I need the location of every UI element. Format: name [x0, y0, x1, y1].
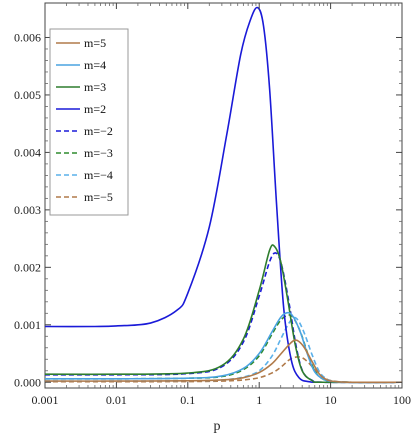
y-tick-label: 0.000	[14, 375, 41, 389]
y-tick-label: 0.003	[14, 203, 41, 217]
legend-label: m=5	[84, 36, 106, 50]
series-line-m-4	[45, 311, 402, 384]
legend-box	[49, 28, 129, 216]
y-tick-label: 0.006	[14, 30, 41, 44]
x-tick-label: 100	[393, 393, 411, 407]
legend-label: m=4	[84, 58, 106, 72]
x-axis-title: p	[214, 419, 221, 434]
y-tick-label: 0.001	[14, 318, 41, 332]
series-line-m-minus5	[45, 356, 402, 384]
series-line-m-3	[45, 244, 402, 384]
x-axis-ticks: 0.001 0.01 0.1 1 10 100	[32, 3, 411, 407]
y-tick-label: 0.002	[14, 260, 41, 274]
y-axis-ticks: 0.000 0.001 0.002 0.003 0.004 0.005 0.006	[14, 30, 402, 389]
legend-label: m=−5	[84, 190, 113, 204]
legend-label: m=3	[84, 80, 106, 94]
series-line-m-5	[45, 339, 402, 384]
legend-label: m=−3	[84, 146, 113, 160]
x-tick-label: 0.001	[32, 393, 59, 407]
x-tick-label: 0.01	[106, 393, 127, 407]
legend-label: m=−2	[84, 124, 113, 138]
x-tick-label: 0.1	[180, 393, 195, 407]
legend: m=5 m=4 m=3 m=2 m=−2 m=−3 m=−4 m=−5	[49, 28, 129, 216]
series-line-m-2	[45, 6, 402, 384]
x-tick-label: 10	[325, 393, 337, 407]
series-lines	[45, 6, 402, 384]
y-tick-label: 0.005	[14, 88, 41, 102]
y-tick-label: 0.004	[14, 145, 41, 159]
legend-label: m=−4	[84, 168, 113, 182]
x-tick-label: 1	[256, 393, 262, 407]
legend-label: m=2	[84, 102, 106, 116]
